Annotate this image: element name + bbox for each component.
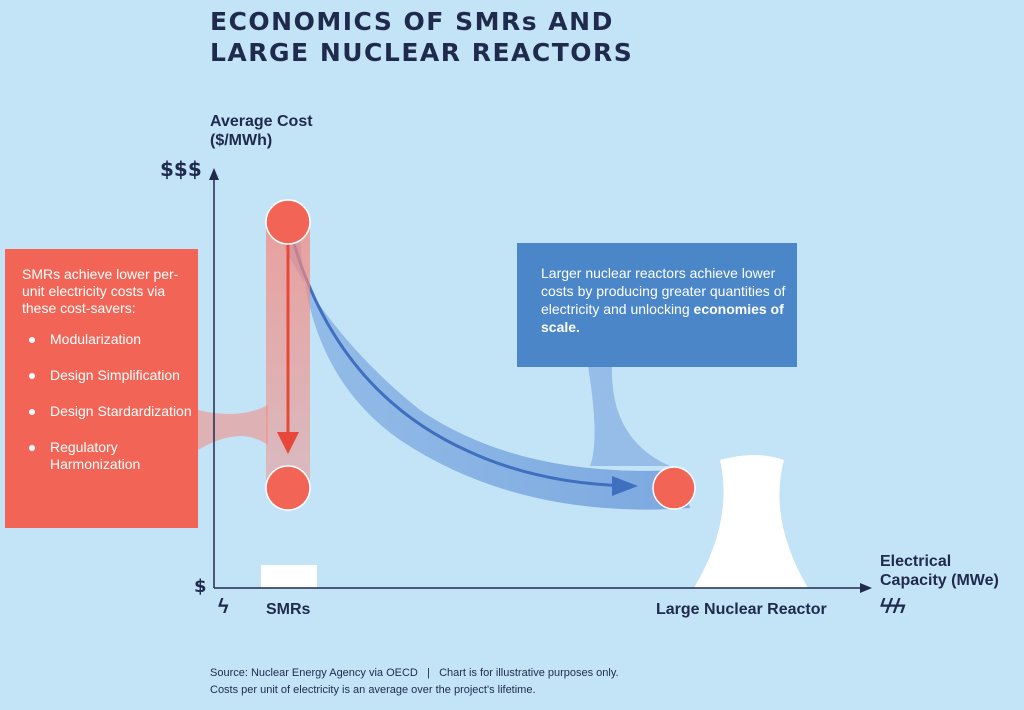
lightning-bolt-icon: ϟ [218,596,228,618]
x-axis-label-line-2: Capacity (MWe) [880,572,999,589]
economies-callout-body: Larger nuclear reactors achieve lower co… [541,265,786,317]
scale-arrowhead [612,476,638,496]
source-footnote: Source: Nuclear Energy Agency via OECD |… [210,665,619,699]
large-reactor-category-label: Large Nuclear Reactor [656,601,827,618]
y-axis-max-label: $$$ [160,157,202,181]
title-line-1: ECONOMICS OF SMRs AND [210,7,614,36]
cost-saver-item: Modularization [22,331,194,348]
smr-low-cost-point [265,465,311,511]
cost-saver-item: Design Simplification [22,367,194,384]
cost-saver-item: Design Stardardization [22,403,194,420]
y-axis-label-line-2: ($/MWh) [210,132,273,149]
smr-high-cost-point [265,199,311,245]
y-axis-label-line-1: Average Cost [210,113,313,130]
economies-of-scale-callout: Larger nuclear reactors achieve lower co… [517,243,797,367]
cost-saver-item: Regulatory Harmonization [22,439,194,473]
x-axis-label: Electrical Capacity (MWe) [880,552,999,590]
smr-callout-intro: SMRs achieve lower per-unit electricity … [22,266,179,316]
cooling-tower-icon [694,455,808,588]
smr-building-icon [261,565,317,588]
economies-callout-emphasis: economies of scale. [541,301,784,335]
footnote-line-1: Source: Nuclear Energy Agency via OECD |… [210,667,619,679]
smr-category-label: SMRs [266,601,311,618]
footnote-line-2: Costs per unit of electricity is an aver… [210,684,536,696]
red-callout-connector [198,405,268,450]
x-axis-arrowhead [860,583,872,593]
scale-arrow [286,221,631,488]
title-line-2: LARGE NUCLEAR REACTORS [210,38,634,67]
cost-saver-list: Modularization Design Simplification Des… [22,331,194,492]
economies-callout-text: Larger nuclear reactors achieve lower co… [541,264,786,336]
y-axis-label: Average Cost ($/MWh) [210,112,313,150]
cost-saver-arrowhead [277,432,299,454]
page-title: ECONOMICS OF SMRs AND LARGE NUCLEAR REAC… [210,6,910,68]
large-reactor-point [652,466,696,510]
x-axis-label-line-1: Electrical [880,553,952,570]
y-axis-min-label: $ [194,576,207,597]
smr-cost-savers-callout: SMRs achieve lower per-unit electricity … [5,249,198,528]
blue-callout-connector [588,366,670,466]
triple-lightning-bolt-icon: ϟϟϟ [880,596,906,618]
y-axis-arrowhead [209,168,219,180]
